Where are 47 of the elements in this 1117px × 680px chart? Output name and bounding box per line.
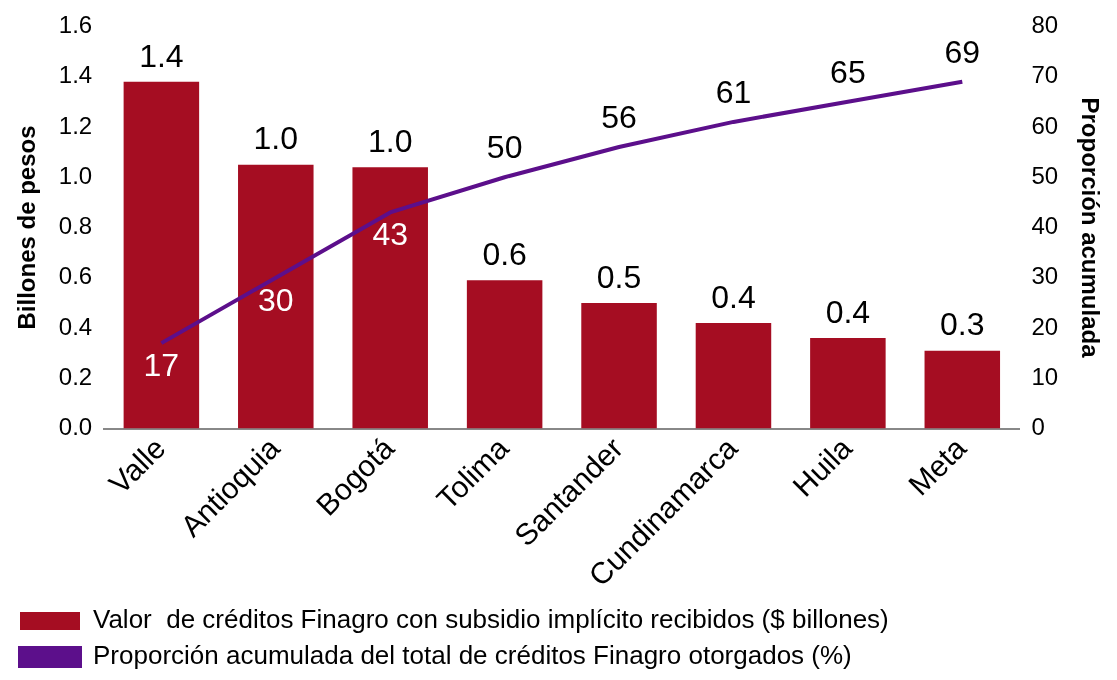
y2-tick-label: 50 — [1031, 161, 1059, 189]
y2-tick-label: 70 — [1031, 61, 1059, 89]
y-tick-label: 0.4 — [58, 312, 93, 340]
bar — [352, 167, 428, 429]
bar — [466, 280, 543, 429]
data-label: 1.0 — [253, 120, 299, 157]
x-tick-label: Valle — [102, 431, 172, 500]
bar — [581, 302, 657, 429]
bar — [123, 81, 200, 429]
y2-tick-label: 60 — [1031, 111, 1059, 139]
y-tick-label: 1.4 — [58, 61, 93, 89]
y-tick-label: 0.8 — [58, 212, 93, 240]
data-label: 0.4 — [711, 278, 756, 315]
y2-tick-label: 80 — [1031, 11, 1059, 39]
data-label: 0.5 — [596, 258, 642, 295]
data-label: 65 — [830, 53, 866, 90]
data-label: 69 — [944, 33, 981, 70]
y2-tick-label: 40 — [1031, 212, 1059, 240]
bar — [695, 323, 772, 429]
data-label: 56 — [601, 98, 637, 135]
legend-label: Proporción acumulada del total de créditos Finagro otorgados (%) — [93, 640, 852, 671]
y2-tick-label: 10 — [1031, 362, 1059, 390]
data-label: 1.0 — [367, 122, 413, 159]
y2-tick-label: 0 — [1031, 413, 1045, 441]
y2-tick-label: 30 — [1031, 262, 1059, 290]
bar — [924, 350, 1001, 429]
y-tick-label: 1.6 — [58, 11, 93, 39]
y-tick-label: 0.6 — [58, 262, 93, 290]
y-tick-label: 1.2 — [58, 111, 93, 139]
data-label: 1.4 — [139, 37, 184, 74]
y2-tick-label: 20 — [1031, 312, 1059, 340]
data-label: 0.6 — [482, 236, 527, 273]
y-tick-label: 0.2 — [58, 362, 93, 390]
data-label: 0.4 — [825, 293, 871, 330]
legend-label: Valor de créditos Finagro con subsidio implícito recibidos ($ billones) — [93, 604, 889, 635]
y2-axis-title: Proporción acumulada — [1076, 97, 1104, 359]
bar — [810, 338, 886, 429]
data-label: 30 — [257, 281, 294, 318]
data-label: 43 — [372, 216, 408, 253]
data-label: 61 — [715, 73, 752, 110]
y-axis-title: Billones de pesos — [13, 125, 41, 330]
y-tick-label: 0.0 — [58, 413, 93, 441]
bar — [238, 164, 314, 429]
data-label: 17 — [143, 346, 180, 383]
data-label: 50 — [486, 129, 523, 166]
data-label: 0.3 — [940, 306, 985, 343]
y-tick-label: 1.0 — [58, 161, 93, 189]
